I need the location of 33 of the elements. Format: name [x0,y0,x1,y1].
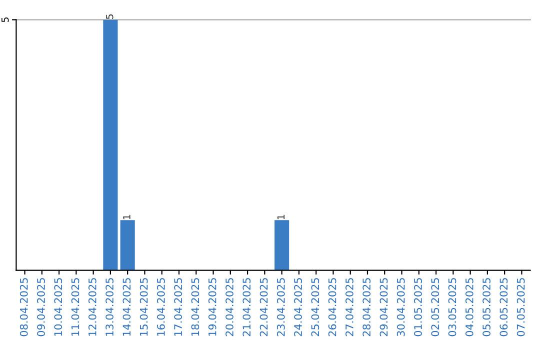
x-tick-label: 23.04.2025 [276,278,285,336]
x-tick-label: 28.04.2025 [362,278,371,336]
x-tick-label: 08.04.2025 [20,278,28,336]
x-tick-label: 17.04.2025 [174,278,182,336]
x-tick-label: 02.05.2025 [431,278,440,336]
x-tick-label: 22.04.2025 [260,278,268,336]
x-tick-label: 25.04.2025 [311,278,320,336]
x-tick-label: 24.04.2025 [294,278,302,336]
x-tick-label: 30.04.2025 [396,278,405,336]
x-tick-label: 05.05.2025 [482,278,490,336]
x-tick-label: 04.05.2025 [465,278,474,336]
x-tick-label: 15.04.2025 [140,278,148,336]
x-tick-label: 20.04.2025 [226,278,234,336]
data-label: 1 [277,214,284,220]
x-tick-label: 01.05.2025 [414,278,422,336]
x-tick-label: 10.04.2025 [54,278,62,336]
x-tick-label: 21.04.2025 [242,278,251,336]
x-tick-label: 03.05.2025 [448,278,456,336]
x-tick-label: 12.04.2025 [88,278,96,336]
data-label: 5 [106,14,114,19]
x-tick-label: 19.04.2025 [208,278,216,336]
x-tick-label: 27.04.2025 [345,278,354,336]
x-tick-label: 18.04.2025 [191,278,200,336]
x-tick-label: 14.04.2025 [122,278,131,336]
x-tick-label: 06.05.2025 [500,278,508,336]
x-tick-label: 16.04.2025 [157,278,165,336]
x-tick-label: 26.04.2025 [328,278,336,336]
x-tick-label: 11.04.2025 [71,278,80,336]
data-label: 1 [123,214,130,220]
x-tick-label: 13.04.2025 [106,278,114,336]
x-tick-label: 07.05.2025 [516,278,525,336]
x-tick-label: 09.04.2025 [37,278,45,336]
x-tick-label: 29.04.2025 [380,278,388,336]
